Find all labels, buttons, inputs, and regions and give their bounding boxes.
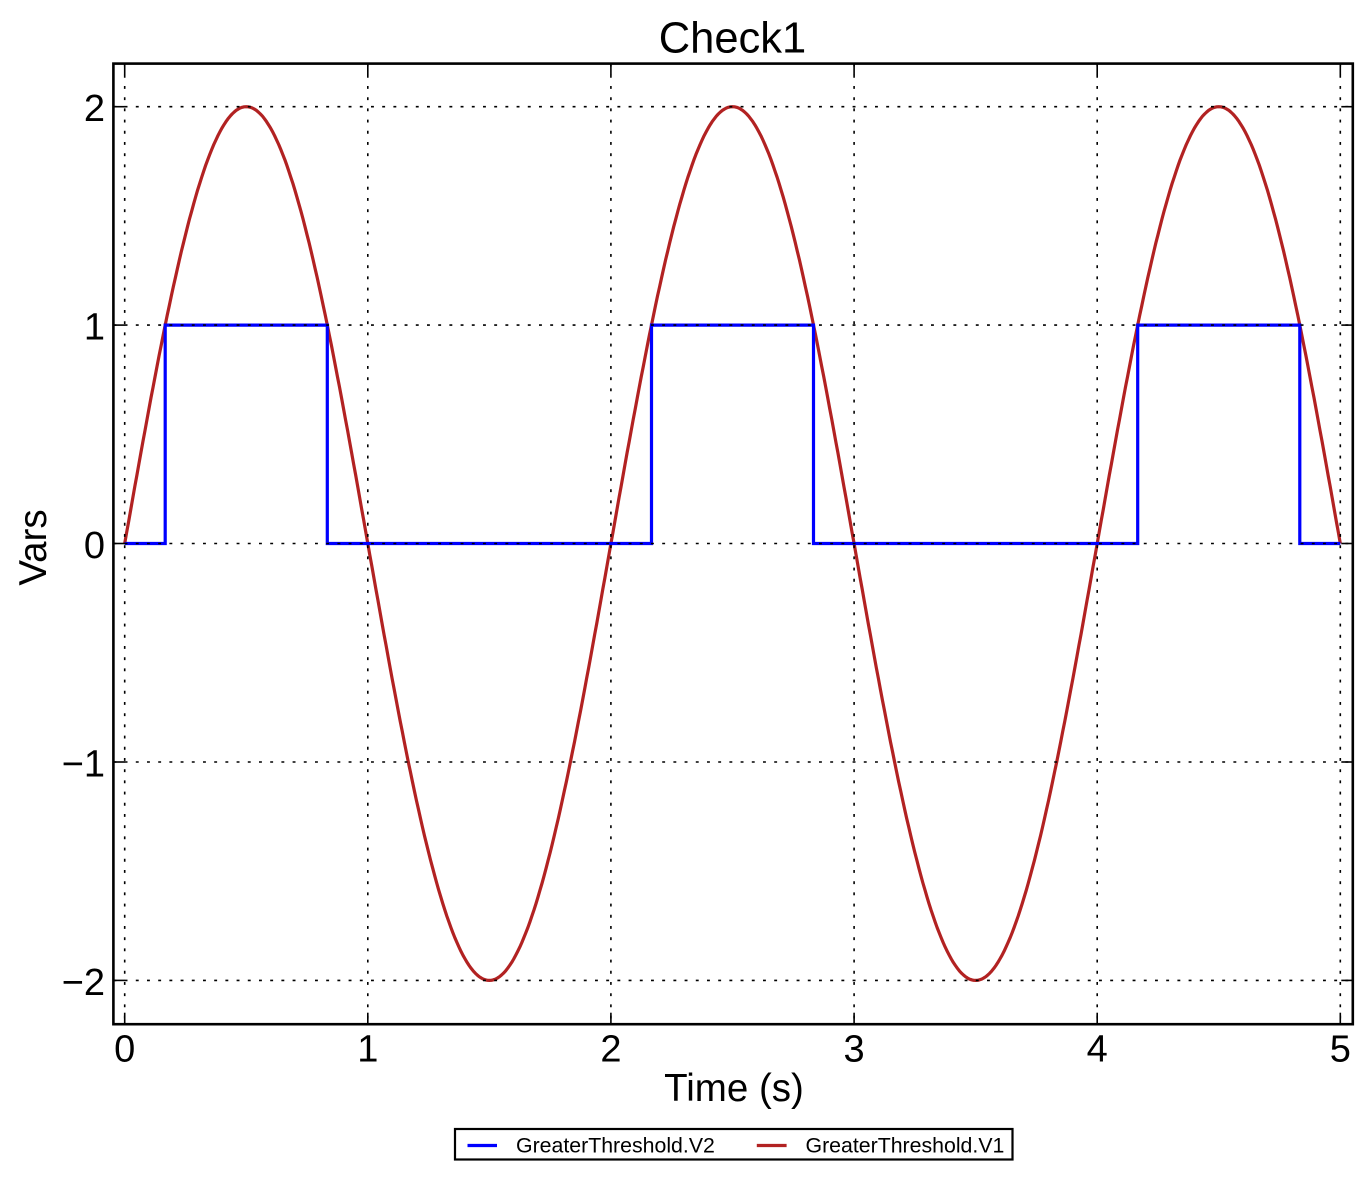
svg-text:4: 4 xyxy=(1087,1029,1108,1071)
svg-text:Check1: Check1 xyxy=(659,15,807,63)
svg-text:1: 1 xyxy=(357,1029,378,1071)
svg-text:3: 3 xyxy=(844,1029,865,1071)
svg-text:5: 5 xyxy=(1330,1029,1351,1071)
svg-text:0: 0 xyxy=(84,525,105,567)
svg-text:GreaterThreshold.V1: GreaterThreshold.V1 xyxy=(806,1134,1005,1158)
svg-text:0: 0 xyxy=(114,1029,135,1071)
svg-text:Vars: Vars xyxy=(12,509,55,585)
svg-text:2: 2 xyxy=(84,88,105,130)
svg-text:−1: −1 xyxy=(62,744,105,786)
svg-text:Time (s): Time (s) xyxy=(664,1067,804,1110)
svg-text:2: 2 xyxy=(600,1029,621,1071)
svg-text:1: 1 xyxy=(84,307,105,349)
svg-text:−2: −2 xyxy=(62,962,105,1004)
svg-text:GreaterThreshold.V2: GreaterThreshold.V2 xyxy=(516,1134,715,1158)
